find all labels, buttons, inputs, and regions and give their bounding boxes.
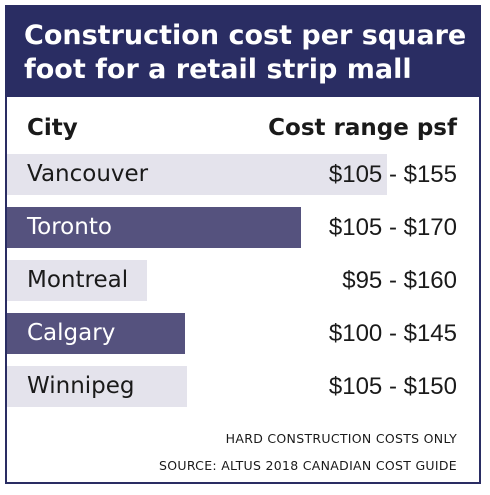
row-city-calgary: Calgary bbox=[27, 320, 116, 346]
row-city-winnipeg: Winnipeg bbox=[27, 373, 135, 399]
chart-title-line-1: Construction cost per square bbox=[24, 20, 467, 51]
row-bar-vancouver bbox=[7, 154, 387, 195]
row-bar-calgary bbox=[7, 313, 185, 354]
row-range-calgary: $100 - $145 bbox=[328, 320, 457, 347]
row-bar-toronto bbox=[7, 207, 301, 248]
row-bar-winnipeg bbox=[7, 366, 187, 407]
row-range-toronto: $105 - $170 bbox=[328, 214, 457, 241]
column-header-cost-range: Cost range psf bbox=[268, 115, 457, 141]
row-range-vancouver: $105 - $155 bbox=[328, 161, 457, 188]
column-header-city: City bbox=[27, 115, 78, 141]
row-city-toronto: Toronto bbox=[27, 214, 112, 240]
row-city-montreal: Montreal bbox=[27, 267, 129, 293]
row-bar-montreal bbox=[7, 260, 147, 301]
chart-frame: Construction cost per square foot for a … bbox=[5, 5, 481, 484]
title-banner: Construction cost per square foot for a … bbox=[7, 7, 479, 97]
chart-title-line-2: foot for a retail strip mall bbox=[24, 54, 412, 85]
row-range-montreal: $95 - $160 bbox=[342, 267, 457, 294]
footnote-hard-costs: HARD CONSTRUCTION COSTS ONLY bbox=[225, 431, 457, 446]
row-range-winnipeg: $105 - $150 bbox=[328, 373, 457, 400]
footnote-source: SOURCE: ALTUS 2018 CANADIAN COST GUIDE bbox=[159, 458, 457, 473]
row-city-vancouver: Vancouver bbox=[27, 161, 149, 187]
